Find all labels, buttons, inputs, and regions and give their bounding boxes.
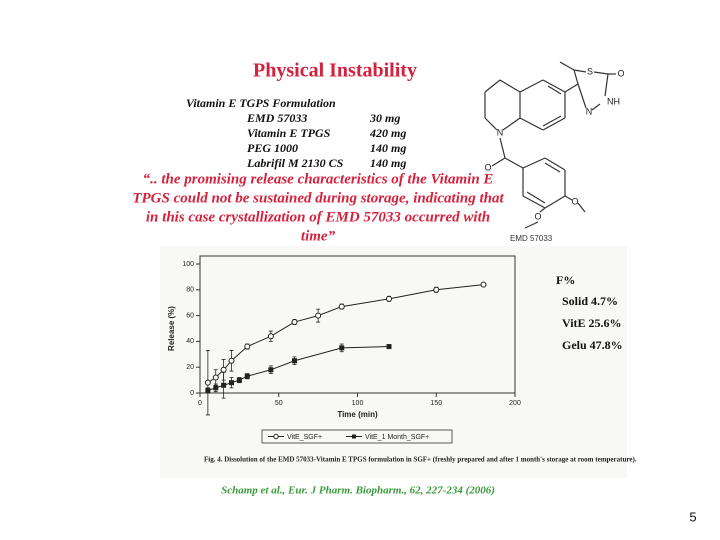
citation: Schamp et al., Eur. J Pharm. Biopharm., … bbox=[221, 485, 495, 497]
legend-label: VitE_1 Month_SGF+ bbox=[365, 434, 429, 441]
atom-label: O bbox=[617, 68, 624, 78]
quote-line: in this case crystallization of EMD 5703… bbox=[146, 209, 490, 225]
slide-title: Physical Instability bbox=[253, 60, 417, 82]
y-tick-label: 20 bbox=[186, 364, 194, 371]
atom-label: N bbox=[497, 127, 504, 137]
marker bbox=[291, 319, 298, 326]
x-tick-label: 100 bbox=[352, 400, 364, 407]
marker bbox=[244, 373, 250, 379]
amount: 140 mg bbox=[370, 141, 406, 155]
marker bbox=[205, 387, 211, 393]
atom-label: N bbox=[586, 106, 593, 116]
amount: 420 mg bbox=[369, 126, 406, 140]
atom-label: S bbox=[587, 66, 593, 76]
y-tick-label: 80 bbox=[186, 287, 194, 294]
legend-marker bbox=[273, 433, 279, 440]
quote-line: time” bbox=[301, 228, 336, 244]
x-tick-label: 150 bbox=[430, 400, 442, 407]
x-tick-label: 50 bbox=[275, 400, 283, 407]
ingredient: EMD 57033 bbox=[246, 111, 307, 125]
atom-label: O bbox=[571, 196, 578, 206]
legend-box bbox=[261, 429, 453, 444]
quote-line: TPGS could not be sustained during stora… bbox=[132, 190, 504, 206]
marker bbox=[338, 303, 345, 310]
marker bbox=[315, 312, 322, 319]
formulation-table: EMD 57033 30 mg Vitamin E TPGS 420 mg PEG 10… bbox=[246, 111, 406, 170]
x-tick-label: 0 bbox=[198, 400, 202, 407]
box-title: F% bbox=[556, 273, 575, 287]
bioavailability-box: F% Solid 4.7% VitE 25.6% Gelu 47.8% bbox=[556, 273, 623, 352]
marker bbox=[221, 382, 227, 388]
atom-label: O bbox=[484, 162, 491, 172]
box-item: Gelu 47.8% bbox=[562, 338, 623, 352]
atom-labels: S O NH N N O O O bbox=[484, 66, 624, 221]
molecule-structure bbox=[484, 61, 616, 229]
quote: “.. the promising release characteristic… bbox=[132, 171, 504, 244]
marker bbox=[433, 286, 440, 293]
marker bbox=[292, 358, 297, 364]
ingredient: PEG 1000 bbox=[247, 141, 298, 155]
chart-background bbox=[160, 246, 627, 478]
marker bbox=[236, 377, 242, 383]
box-item: VitE 25.6% bbox=[562, 316, 622, 330]
marker bbox=[339, 345, 345, 351]
y-tick-label: 60 bbox=[186, 312, 194, 319]
marker bbox=[386, 344, 392, 350]
x-axis-label: Time (min) bbox=[337, 410, 378, 419]
marker bbox=[212, 374, 219, 381]
figure-caption: Fig. 4. Dissolution of the EMD 57033-Vit… bbox=[204, 456, 637, 464]
amount: 140 mg bbox=[370, 156, 406, 170]
structure-name: EMD 57033 bbox=[510, 234, 553, 243]
quote-line: “.. the promising release characteristic… bbox=[143, 171, 494, 187]
y-axis-label: Release (%) bbox=[167, 306, 176, 351]
marker bbox=[213, 385, 219, 391]
marker bbox=[244, 343, 251, 350]
marker bbox=[386, 295, 392, 302]
marker bbox=[268, 367, 274, 373]
formulation-header: Vitamin E TGPS Formulation bbox=[186, 96, 336, 110]
atom-label: NH bbox=[607, 96, 620, 106]
y-tick-label: 100 bbox=[182, 261, 194, 268]
y-tick-label: 0 bbox=[190, 390, 194, 397]
marker bbox=[204, 379, 211, 386]
marker bbox=[220, 366, 227, 373]
page-number: 5 bbox=[689, 509, 696, 524]
series-line bbox=[207, 346, 390, 391]
ingredient: Labrifil M 2130 CS bbox=[246, 156, 344, 170]
marker bbox=[480, 281, 487, 288]
amount: 30 mg bbox=[369, 111, 400, 125]
legend-marker bbox=[352, 434, 356, 439]
marker bbox=[228, 357, 235, 364]
atom-label: O bbox=[534, 211, 541, 221]
marker bbox=[267, 333, 274, 340]
ingredient: Vitamin E TPGS bbox=[247, 126, 331, 140]
box-item: Solid 4.7% bbox=[562, 294, 618, 308]
chart: 0 20 40 60 80 100 0 50 100 150 200 Time (min) Releas… bbox=[167, 255, 637, 464]
legend-label: VitE_SGF+ bbox=[287, 434, 322, 441]
y-tick-label: 40 bbox=[186, 338, 194, 345]
marker bbox=[229, 380, 234, 386]
x-tick-label: 200 bbox=[509, 400, 521, 407]
